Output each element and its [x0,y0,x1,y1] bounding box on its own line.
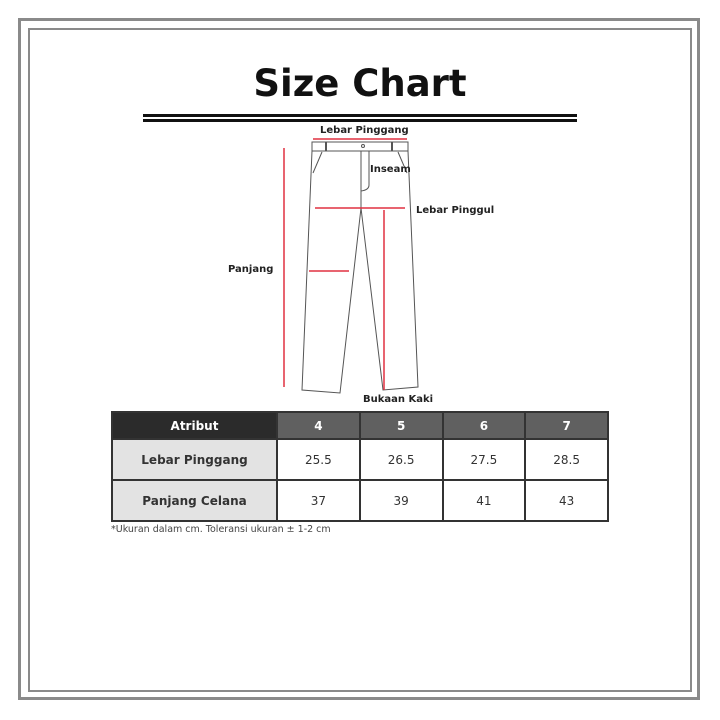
page-title: Size Chart [253,62,467,105]
leg-opening-label: Bukaan Kaki [363,394,434,405]
waistband [311,141,409,152]
inseam-label: Inseam [370,164,411,175]
size-table: Atribut 4 5 6 7 Lebar Pinggang 25.5 26.5… [111,411,609,522]
pants-legs [301,150,419,394]
table-cell: 43 [524,479,609,522]
header-cell: 7 [524,411,609,440]
pants-outline [301,141,419,394]
length-label: Panjang [228,264,274,275]
table-cell: 25.5 [276,438,361,481]
title-underline-2 [143,119,577,122]
measure-lines [283,138,407,390]
table-cell: 37 [276,479,361,522]
hip-label: Lebar Pinggul [416,205,495,216]
header-cell: 5 [358,411,444,440]
row-label: Lebar Pinggang [111,438,278,481]
waist-label: Lebar Pinggang [320,125,409,136]
size-note: *Ukuran dalam cm. Toleransi ukuran ± 1-2… [111,524,331,535]
header-cell: 6 [441,411,527,440]
table-cell: 39 [358,479,444,522]
table-cell: 27.5 [441,438,527,481]
table-header-row: Atribut 4 5 6 7 [111,411,609,440]
header-cell: Atribut [111,411,278,440]
title-underline [143,114,577,117]
table-row: Panjang Celana 37 39 41 43 [111,479,609,522]
outer-frame [18,18,700,700]
header-cell: 4 [276,411,361,440]
table-row: Lebar Pinggang 25.5 26.5 27.5 28.5 [111,438,609,481]
table-cell: 26.5 [358,438,444,481]
table-cell: 41 [441,479,527,522]
inner-frame [28,28,692,692]
table-cell: 28.5 [524,438,609,481]
row-label: Panjang Celana [111,479,278,522]
